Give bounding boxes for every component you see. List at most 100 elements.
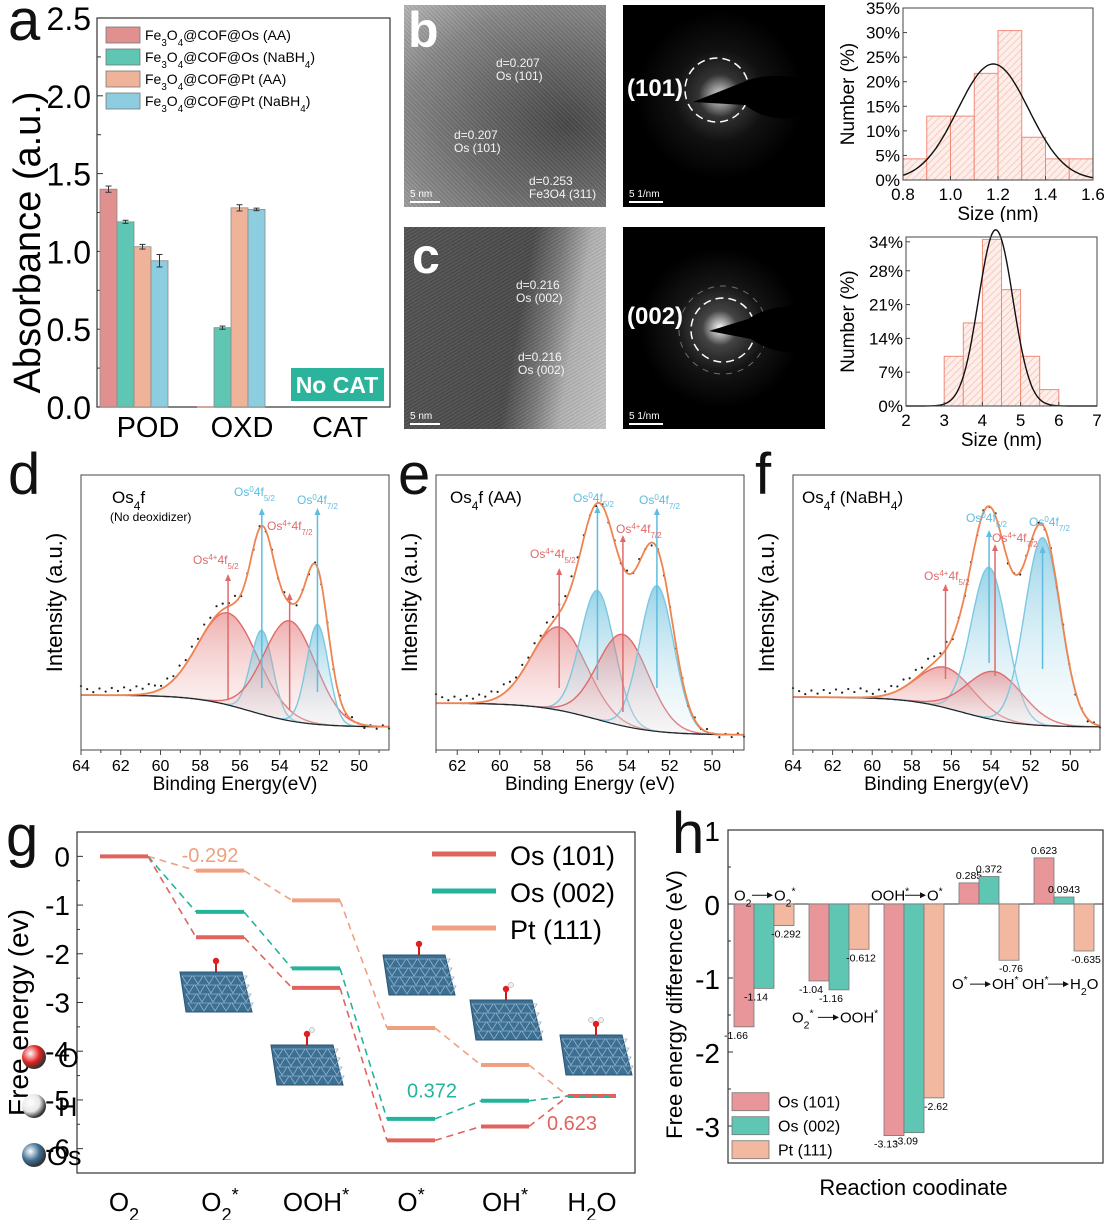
data-point	[884, 690, 887, 693]
connector-line	[528, 1064, 569, 1097]
step-arrow-head	[1063, 981, 1069, 988]
slab-lattice	[477, 1030, 489, 1040]
slab-lattice	[327, 1048, 339, 1058]
data-point	[521, 663, 524, 667]
structure-h2o-adsorbed	[559, 1017, 634, 1076]
x-tick-label: 3	[939, 411, 948, 430]
arrow-head	[986, 530, 993, 537]
x-tick-label: OOH*	[283, 1185, 349, 1217]
peak-fill	[81, 612, 389, 727]
slab-lattice	[333, 1075, 345, 1085]
slab-body	[179, 971, 253, 1013]
slab-lattice	[410, 976, 422, 986]
y-tick-label: 5%	[875, 146, 900, 165]
slab-lattice	[594, 1038, 606, 1048]
y-tick-label: 2.0	[47, 79, 91, 115]
x-tick-label: 1.2	[986, 185, 1010, 204]
slab-body	[559, 1034, 633, 1076]
bar	[99, 188, 118, 408]
envelope-fit	[435, 501, 744, 736]
data-point	[539, 634, 542, 637]
bar	[150, 260, 169, 408]
connector-line	[528, 1095, 569, 1128]
structure-oh-adsorbed	[469, 982, 544, 1041]
data-point	[551, 615, 555, 618]
bar-value-label: -1.16	[819, 993, 843, 1005]
slab-lattice	[289, 1075, 301, 1085]
arrow-head	[942, 584, 949, 591]
slab-lattice	[296, 1057, 308, 1067]
arrow-head	[225, 574, 232, 581]
x-tick-label: 50	[1061, 758, 1079, 775]
peak-fill	[436, 634, 744, 735]
slab-lattice	[276, 1066, 288, 1076]
data-point	[847, 687, 850, 691]
scale-bar	[410, 201, 440, 203]
y-tick-label: 1	[704, 816, 720, 847]
x-tick-label: 0.8	[891, 185, 915, 204]
bar	[828, 903, 850, 991]
bar-value-label: -1.14	[744, 991, 768, 1003]
y-tick-label: 7%	[878, 363, 903, 382]
slab-lattice	[406, 958, 418, 968]
histogram-bar	[981, 238, 1002, 407]
x-tick-label: O2	[109, 1187, 139, 1220]
step-arrow-head	[767, 892, 773, 899]
y-tick-label: 21%	[869, 296, 903, 315]
x-tick-label: 52	[1022, 758, 1040, 775]
x-tick-label: 1.0	[939, 185, 963, 204]
slab-lattice	[318, 1057, 330, 1067]
slab-lattice	[307, 1057, 319, 1067]
saed-hkl-label: (002)	[627, 303, 684, 330]
slab-lattice	[283, 1048, 295, 1058]
scale-label: 5 nm	[410, 411, 433, 422]
x-tick-label: 5	[1016, 411, 1025, 430]
slab-lattice	[196, 993, 208, 1003]
slab-lattice	[443, 976, 455, 986]
data-point	[804, 693, 807, 696]
bar-value-label: -0.635	[1071, 954, 1101, 966]
x-tick-label: 4	[978, 411, 987, 430]
y-tick-label: 15%	[866, 97, 900, 116]
slab-lattice	[441, 967, 453, 977]
slab-lattice	[488, 1030, 500, 1040]
slab-body	[469, 999, 543, 1041]
step-from: O2*	[792, 1007, 814, 1031]
spectrum-title: Os4f (NaBH4)	[802, 488, 903, 513]
slab-lattice	[316, 1048, 328, 1058]
bar	[116, 221, 135, 408]
histogram-bar	[943, 355, 964, 407]
hydrogen-atom	[309, 1027, 315, 1033]
slab-lattice	[238, 984, 250, 994]
data-point	[178, 664, 181, 667]
peak-label: Os4+4f5/2	[530, 547, 576, 565]
panel-label-e: e	[398, 442, 431, 507]
step-from: OOH*	[871, 885, 909, 904]
no-cat-label: No CAT	[296, 372, 379, 398]
data-point	[926, 657, 930, 660]
y-tick-label: 34%	[869, 233, 903, 252]
legend-label: Fe3O4@COF@Os (NaBH4)	[145, 49, 315, 71]
slab-lattice	[185, 993, 197, 1003]
peak-label: Os04f7/2	[639, 493, 680, 511]
data-point	[545, 621, 548, 624]
data-point	[116, 689, 120, 693]
atom-legend-label: O	[58, 1043, 79, 1073]
slab-lattice	[225, 975, 237, 985]
slab-body	[270, 1044, 344, 1086]
data-point	[914, 668, 917, 671]
data-point	[363, 726, 366, 730]
bar-value-label: 0.285	[956, 870, 982, 882]
x-tick-label: O*	[397, 1185, 424, 1217]
connector-line	[147, 855, 197, 913]
x-tick-label: 2	[901, 411, 910, 430]
slab-lattice	[218, 993, 230, 1003]
x-tick-label: 7	[1092, 411, 1101, 430]
data-point	[447, 699, 450, 702]
slab-lattice	[187, 1002, 199, 1012]
step-label: O2 O2*	[734, 885, 796, 909]
slab-lattice	[528, 1012, 540, 1022]
y-tick-label: -2	[45, 939, 70, 970]
y-tick-label: 0%	[875, 171, 900, 190]
y-axis-label: Number (%)	[838, 43, 859, 145]
